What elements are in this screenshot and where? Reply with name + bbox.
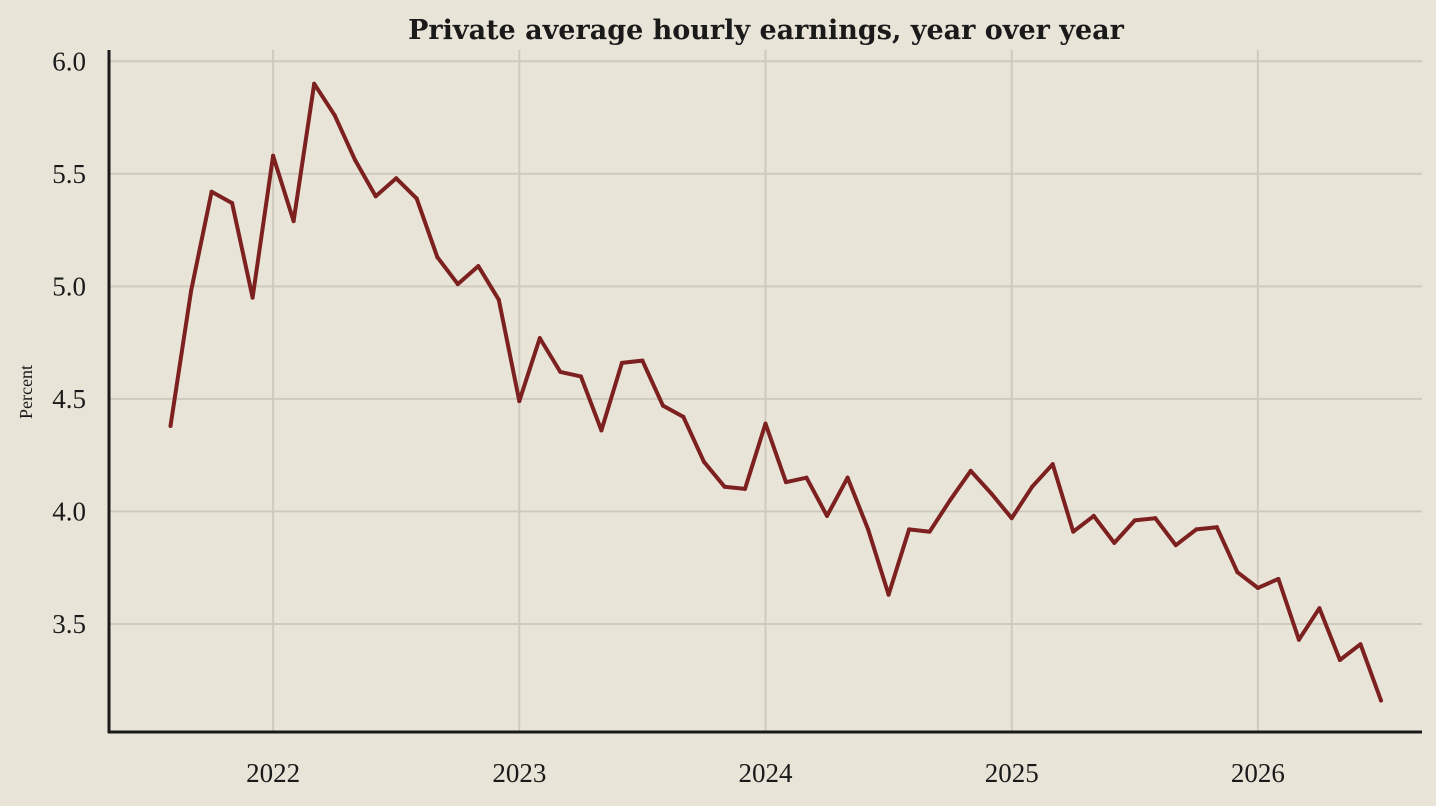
data-point bbox=[701, 459, 706, 464]
data-point bbox=[825, 513, 830, 518]
data-point bbox=[1194, 527, 1199, 532]
data-point bbox=[517, 399, 522, 404]
x-tick-label: 2022 bbox=[246, 758, 300, 788]
data-point bbox=[886, 592, 891, 597]
data-point bbox=[496, 297, 501, 302]
data-point bbox=[414, 196, 419, 201]
data-point bbox=[681, 414, 686, 419]
data-point bbox=[168, 423, 173, 428]
data-point bbox=[1112, 540, 1117, 545]
y-tick-label: 5.0 bbox=[52, 271, 86, 301]
data-point bbox=[1296, 637, 1301, 642]
data-point bbox=[722, 484, 727, 489]
data-point bbox=[537, 336, 542, 341]
data-point bbox=[189, 288, 194, 293]
data-point bbox=[1030, 484, 1035, 489]
data-point bbox=[660, 403, 665, 408]
data-point bbox=[1153, 516, 1158, 521]
data-point bbox=[742, 486, 747, 491]
axis-layer bbox=[107, 50, 1422, 734]
data-point bbox=[353, 158, 358, 163]
data-point bbox=[1358, 642, 1363, 647]
data-point bbox=[784, 480, 789, 485]
y-tick-label: 6.0 bbox=[52, 46, 86, 76]
data-point bbox=[866, 527, 871, 532]
data-point bbox=[1276, 576, 1281, 581]
data-point bbox=[578, 374, 583, 379]
data-point bbox=[558, 369, 563, 374]
chart-title: Private average hourly earnings, year ov… bbox=[408, 15, 1125, 46]
series-line bbox=[168, 81, 1383, 703]
data-point bbox=[312, 81, 317, 86]
data-point bbox=[1214, 525, 1219, 530]
data-point bbox=[250, 295, 255, 300]
data-point bbox=[1091, 513, 1096, 518]
data-point bbox=[619, 360, 624, 365]
y-tick-label: 3.5 bbox=[52, 609, 86, 639]
grid-layer bbox=[109, 50, 1422, 732]
data-point bbox=[1337, 657, 1342, 662]
y-tick-label: 4.0 bbox=[52, 496, 86, 526]
data-point bbox=[845, 475, 850, 480]
data-point bbox=[989, 491, 994, 496]
data-point bbox=[599, 428, 604, 433]
data-point bbox=[394, 176, 399, 181]
data-point bbox=[968, 468, 973, 473]
data-point bbox=[476, 264, 481, 269]
data-point bbox=[1235, 570, 1240, 575]
data-point bbox=[1132, 518, 1137, 523]
data-point bbox=[1255, 585, 1260, 590]
data-point bbox=[907, 527, 912, 532]
data-point bbox=[1317, 606, 1322, 611]
data-point bbox=[209, 189, 214, 194]
data-point bbox=[1050, 462, 1055, 467]
data-point bbox=[927, 529, 932, 534]
data-point bbox=[1071, 529, 1076, 534]
data-point bbox=[291, 219, 296, 224]
y-tick-label: 5.5 bbox=[52, 159, 86, 189]
data-point bbox=[271, 153, 276, 158]
series-layer bbox=[168, 81, 1383, 703]
x-tick-label: 2026 bbox=[1231, 758, 1285, 788]
data-point bbox=[455, 282, 460, 287]
data-point bbox=[435, 255, 440, 260]
data-point bbox=[640, 358, 645, 363]
data-point bbox=[1009, 516, 1014, 521]
data-point bbox=[763, 421, 768, 426]
data-point bbox=[804, 475, 809, 480]
data-point bbox=[373, 194, 378, 199]
data-point bbox=[1173, 543, 1178, 548]
data-point bbox=[948, 498, 953, 503]
x-tick-label: 2023 bbox=[492, 758, 546, 788]
x-tick-label: 2024 bbox=[739, 758, 794, 788]
y-tick-label: 4.5 bbox=[52, 384, 86, 414]
tick-layer: 3.5 4.0 4.5 5.0 5.5 6.0 2022 2023 2024 2025 2026 bbox=[52, 46, 1285, 788]
x-tick-label: 2025 bbox=[985, 758, 1039, 788]
data-point bbox=[332, 113, 337, 118]
data-point bbox=[1378, 698, 1383, 703]
y-axis-label: Percent bbox=[16, 365, 36, 419]
data-point bbox=[230, 201, 235, 206]
